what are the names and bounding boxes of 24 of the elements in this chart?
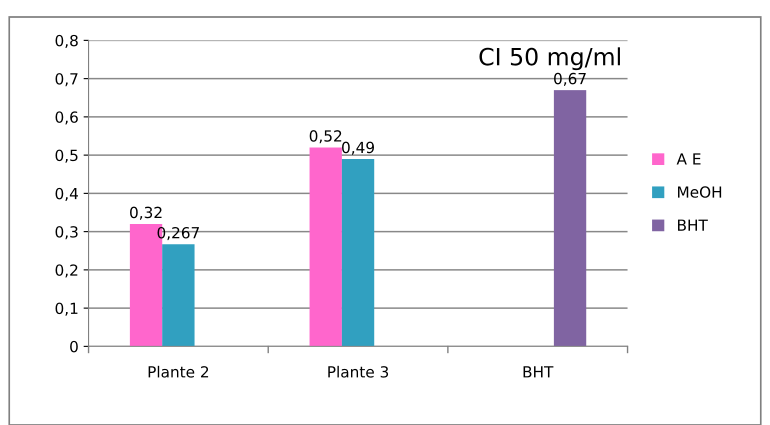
chart-title: CI 50 mg/ml [479, 47, 620, 70]
y-tick-label: 0 [70, 340, 78, 352]
bar [554, 90, 586, 346]
x-tick-label: Plante 2 [148, 366, 208, 378]
data-label: 0,32 [130, 206, 162, 220]
y-tick-label: 0,5 [56, 150, 78, 163]
legend-label: BHT [678, 220, 708, 231]
legend-label: A E [676, 153, 701, 164]
y-tick-label: 0,3 [56, 226, 78, 240]
y-tick-label: 0,7 [56, 73, 78, 86]
data-label: 0,52 [310, 130, 342, 144]
data-label: 0,67 [554, 72, 586, 86]
y-tick-label: 0,1 [56, 302, 78, 316]
x-tick-label: BHT [524, 366, 554, 378]
legend-label: MeOH [678, 186, 722, 198]
data-label: 0,49 [342, 142, 374, 155]
bar [162, 244, 195, 346]
y-tick-label: 0,4 [56, 188, 78, 201]
bar [310, 147, 342, 346]
bar [342, 158, 374, 346]
y-tick-label: 0,2 [56, 264, 78, 278]
x-tick-label: Plante 3 [328, 366, 388, 378]
y-tick-label: 0,8 [56, 34, 78, 48]
y-tick-label: 0,6 [56, 111, 78, 124]
